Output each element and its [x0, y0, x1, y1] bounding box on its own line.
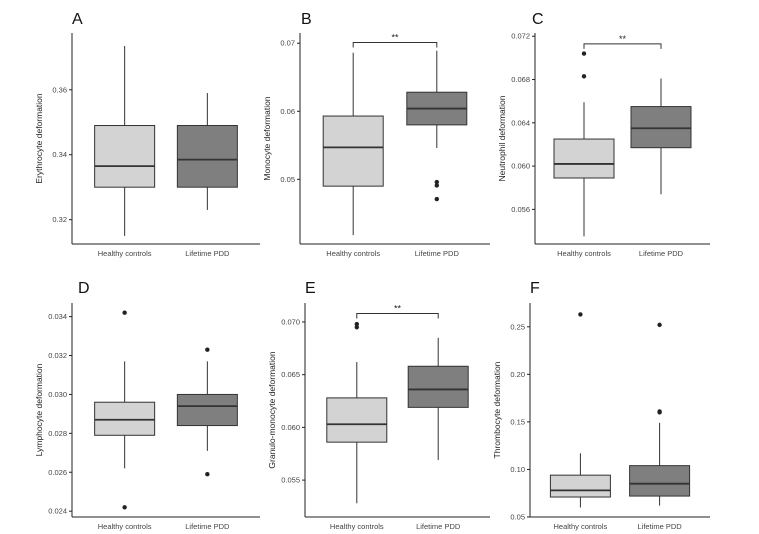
box-healthy-controls [322, 115, 384, 187]
outlier-point-healthy-controls [354, 325, 359, 330]
y-tick-label: 0.36 [52, 85, 67, 94]
panel-title: E [305, 280, 316, 297]
x-tick-label-lifetime-pdd: Lifetime PDD [638, 522, 683, 531]
outlier-point-lifetime-pdd [657, 409, 662, 414]
significance-label: ** [619, 34, 627, 44]
box-lifetime-pdd [630, 106, 692, 149]
y-tick-label: 0.024 [48, 507, 67, 516]
y-tick-label: 0.10 [510, 465, 525, 474]
y-axis-title: Granulo-monocyte deformation [267, 351, 277, 468]
x-tick-label-healthy-controls: Healthy controls [98, 522, 152, 531]
y-axis-title: Neutrophil deformation [497, 95, 507, 181]
y-tick-label: 0.064 [511, 118, 530, 127]
x-tick-label-healthy-controls: Healthy controls [98, 249, 152, 258]
y-tick-label: 0.030 [48, 390, 67, 399]
outlier-point-lifetime-pdd [205, 472, 210, 477]
y-tick-label: 0.072 [511, 32, 530, 41]
box-lifetime-pdd [176, 393, 238, 427]
y-tick-label: 0.07 [280, 39, 295, 48]
box-lifetime-pdd [176, 125, 238, 188]
y-tick-label: 0.034 [48, 312, 67, 321]
x-tick-label-healthy-controls: Healthy controls [326, 249, 380, 258]
panel-f: F 0.05 0.10 0.15 0.20 0.25 Thrombocyte deforma… [492, 280, 710, 531]
panel-title: B [301, 11, 312, 28]
y-tick-label: 0.026 [48, 468, 67, 477]
y-tick-label: 0.25 [510, 322, 525, 331]
box-lifetime-pdd [407, 365, 469, 408]
outlier-point-healthy-controls [581, 51, 587, 56]
panel-title: D [78, 280, 90, 297]
panel-title: A [72, 11, 83, 28]
outlier-point-healthy-controls [354, 321, 359, 327]
x-tick-label-lifetime-pdd: Lifetime PDD [415, 249, 460, 258]
significance-bracket [356, 313, 439, 319]
x-tick-label-healthy-controls: Healthy controls [330, 522, 384, 531]
y-tick-label: 0.070 [281, 317, 300, 326]
box-healthy-controls [94, 125, 156, 188]
outlier-point-lifetime-pdd [205, 347, 210, 352]
significance-label: ** [391, 33, 399, 43]
y-axis-title: Lymphocyte deformation [34, 363, 44, 456]
outlier-point-lifetime-pdd [434, 196, 439, 202]
y-tick-label: 0.060 [511, 162, 530, 171]
x-tick-label-healthy-controls: Healthy controls [557, 249, 611, 258]
outlier-point-healthy-controls [581, 74, 587, 79]
y-tick-label: 0.34 [52, 150, 67, 159]
y-tick-label: 0.15 [510, 417, 525, 426]
box-healthy-controls [553, 138, 615, 179]
panel-d: D 0.024 0.026 0.028 0.030 0.032 0.034 Lymphocyt… [34, 280, 260, 531]
outlier-point-healthy-controls [578, 312, 583, 317]
box-healthy-controls [549, 474, 611, 498]
x-tick-label-healthy-controls: Healthy controls [554, 522, 608, 531]
panel-b: B 0.05 0.06 0.07 Monocyte deformation Healthy… [262, 11, 490, 258]
y-tick-label: 0.055 [281, 476, 300, 485]
significance-label: ** [394, 304, 402, 314]
box-healthy-controls [326, 397, 388, 443]
panel-title: C [532, 11, 544, 28]
y-tick-label: 0.065 [281, 370, 300, 379]
y-tick-label: 0.06 [280, 107, 295, 116]
x-tick-label-lifetime-pdd: Lifetime PDD [185, 522, 230, 531]
y-axis-title: Thrombocyte deformation [492, 361, 502, 458]
y-tick-label: 0.032 [48, 351, 67, 360]
x-tick-label-lifetime-pdd: Lifetime PDD [416, 522, 461, 531]
x-tick-label-lifetime-pdd: Lifetime PDD [639, 249, 684, 258]
y-axis-title: Monocyte deformation [262, 96, 272, 180]
significance-bracket [352, 42, 438, 48]
y-tick-label: 0.20 [510, 370, 525, 379]
box-healthy-controls [94, 401, 156, 436]
outlier-point-lifetime-pdd [434, 183, 439, 188]
y-tick-label: 0.32 [52, 215, 67, 224]
y-axis-title: Erythrocyte deformation [34, 93, 44, 184]
y-tick-label: 0.05 [280, 175, 295, 184]
y-tick-label: 0.056 [511, 205, 530, 214]
panel-c: C 0.056 0.060 0.064 0.068 0.072 Neutrophil def… [497, 11, 710, 258]
panel-title: F [530, 280, 540, 297]
y-tick-label: 0.028 [48, 429, 67, 438]
x-tick-label-lifetime-pdd: Lifetime PDD [185, 249, 230, 258]
significance-bracket [583, 43, 662, 49]
panel-e: E 0.055 0.060 0.065 0.070 Granulo-monocyte de… [267, 280, 490, 531]
outlier-point-healthy-controls [122, 310, 127, 315]
panel-a: A 0.32 0.34 0.36 Erythrocyte deformation Heal… [34, 11, 260, 258]
y-tick-label: 0.060 [281, 423, 300, 432]
y-tick-label: 0.068 [511, 75, 530, 84]
outlier-point-healthy-controls [122, 505, 127, 510]
outlier-point-lifetime-pdd [657, 322, 662, 328]
box-lifetime-pdd [629, 465, 691, 497]
outlier-point-lifetime-pdd [434, 179, 439, 185]
y-tick-label: 0.05 [510, 513, 525, 522]
